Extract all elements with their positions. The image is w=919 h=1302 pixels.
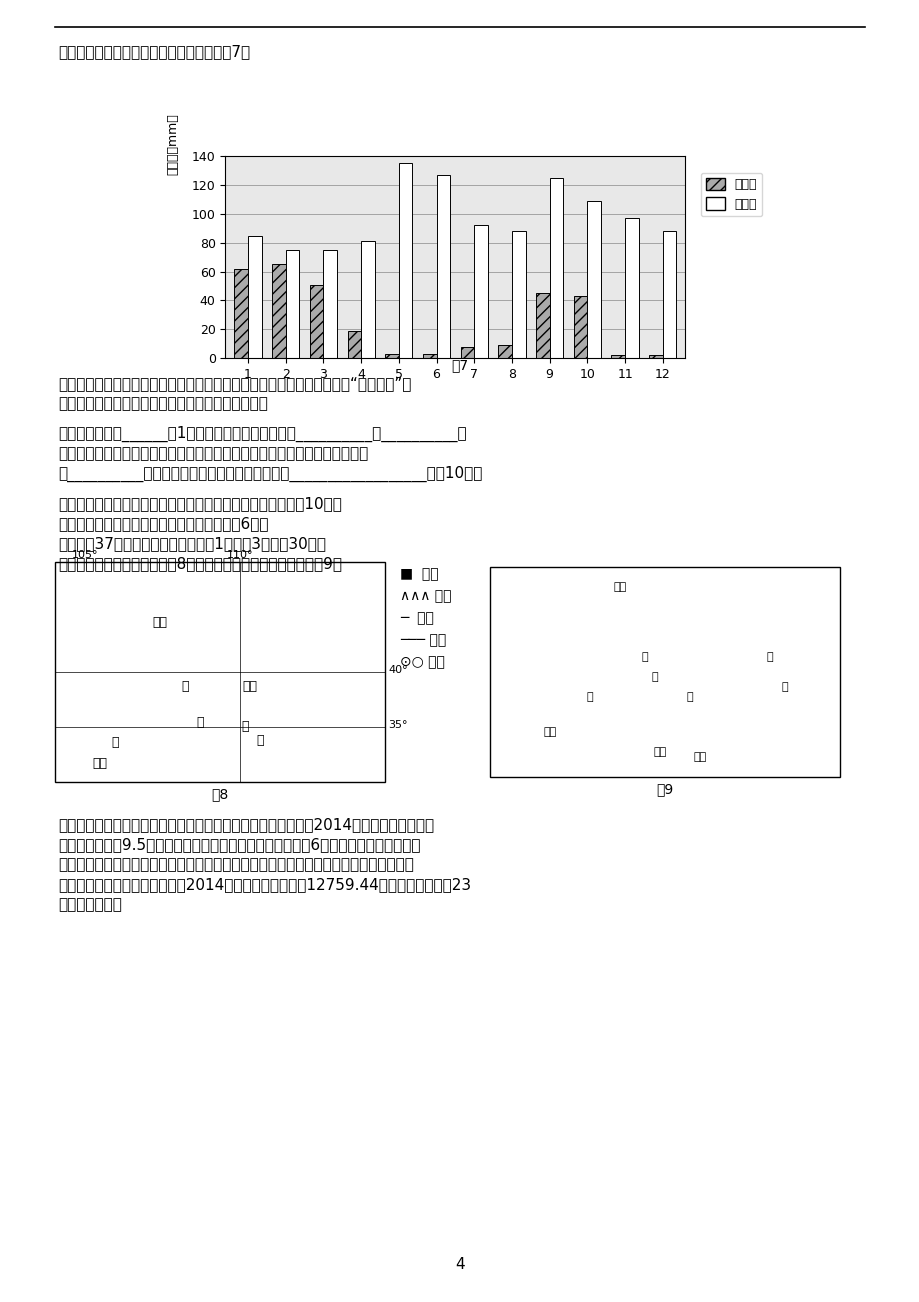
- Text: 太原: 太原: [243, 681, 257, 694]
- Bar: [399, 164, 412, 358]
- Text: 渭: 渭: [111, 736, 119, 749]
- Y-axis label: 降水量（mm）: 降水量（mm）: [166, 113, 179, 174]
- Text: 材料一　　我国某区域图（图8）及渭河流域主要城市分布图（图9）: 材料一 我国某区域图（图8）及渭河流域主要城市分布图（图9）: [58, 556, 342, 572]
- Bar: [611, 355, 624, 358]
- Text: ∧∧∧ 山脉: ∧∧∧ 山脉: [400, 589, 451, 603]
- Bar: [347, 331, 361, 358]
- Text: 河: 河: [686, 691, 693, 702]
- Text: 河: 河: [196, 716, 203, 729]
- Bar: [649, 355, 662, 358]
- Text: （３）古巴发展甘蔗制糖业的有利区位条件（6分）: （３）古巴发展甘蔗制糖业的有利区位条件（6分）: [58, 516, 268, 531]
- Bar: [385, 354, 399, 358]
- Text: 材料二　　洛杉矶和休斯顿降水分布图（图7）: 材料二 洛杉矶和休斯顿降水分布图（图7）: [58, 44, 250, 59]
- Text: 材料二　　山西矿产资源丰富，煤炭储量和产量都在全国前列，2014年山西省煤炭产量目: 材料二 山西矿产资源丰富，煤炭储量和产量都在全国前列，2014年山西省煤炭产量目: [58, 816, 434, 832]
- Text: （２）与休斯顿相比，洛杉矶降水的主要特点，并分析原因（10分）: （２）与休斯顿相比，洛杉矶降水的主要特点，并分析原因（10分）: [58, 496, 342, 510]
- Bar: [272, 264, 286, 358]
- Text: ⊙○ 城市: ⊙○ 城市: [400, 655, 445, 669]
- Bar: [586, 201, 600, 358]
- Text: 泾: 泾: [641, 652, 648, 661]
- Bar: [55, 562, 384, 783]
- Bar: [423, 354, 437, 358]
- Text: 汾: 汾: [241, 720, 248, 733]
- Bar: [323, 250, 336, 358]
- Text: 图8: 图8: [211, 786, 229, 801]
- Bar: [573, 296, 586, 358]
- Text: 110°: 110°: [226, 549, 253, 560]
- Text: 河: 河: [256, 733, 264, 746]
- Text: 包头: 包头: [153, 616, 167, 629]
- Text: （１）该月份为______（1月或７月），判断的依据有__________，__________。: （１）该月份为______（1月或７月），判断的依据有__________，__…: [58, 426, 466, 443]
- Text: 河: 河: [781, 682, 788, 691]
- Bar: [234, 268, 248, 358]
- Bar: [511, 232, 525, 358]
- Text: 甘蔗的种植面积占全国可耕地的５５％。: 甘蔗的种植面积占全国可耕地的５５％。: [58, 396, 267, 411]
- Text: 图中Ａ处等温线出现小范围闭合，虚线框内等温线向南弯曲。Ａ处的气温范围: 图中Ａ处等温线出现小范围闭合，虚线框内等温线向南弯曲。Ａ处的气温范围: [58, 447, 368, 461]
- Bar: [549, 178, 562, 358]
- Bar: [473, 225, 487, 358]
- Text: 图9: 图9: [655, 783, 673, 796]
- Text: 产业链等改革进程。2014年山西地区生产总值12759.44亿元，在全国排名23: 产业链等改革进程。2014年山西地区生产总值12759.44亿元，在全国排名23: [58, 878, 471, 892]
- Text: 渭南: 渭南: [652, 747, 666, 756]
- Text: 105°: 105°: [72, 549, 98, 560]
- Text: 西安: 西安: [93, 756, 108, 769]
- Bar: [310, 285, 323, 358]
- Text: 河: 河: [651, 672, 658, 682]
- Text: 铜川: 铜川: [613, 582, 626, 592]
- Text: 名。: 名。: [58, 897, 121, 911]
- Text: 图7: 图7: [451, 358, 468, 372]
- Bar: [536, 293, 549, 358]
- Text: 标为9.5亿吨，约占全国四分之一；其中出省销量6亿吨。此外，山西省还将: 标为9.5亿吨，约占全国四分之一；其中出省销量6亿吨。此外，山西省还将: [58, 837, 420, 852]
- Text: 渭: 渭: [586, 691, 593, 702]
- Text: 推进煤电一体化产业链、煤焦一体化产业链、煤气一体化产业链、煤液一体化: 推进煤电一体化产业链、煤焦一体化产业链、煤气一体化产业链、煤液一体化: [58, 857, 414, 872]
- Text: 40°: 40°: [388, 665, 407, 674]
- Bar: [662, 232, 675, 358]
- Text: （原创）37．阅读下列材料，回答（1）～（3）题（30分）: （原创）37．阅读下列材料，回答（1）～（3）题（30分）: [58, 536, 325, 551]
- Bar: [437, 174, 449, 358]
- Bar: [248, 236, 261, 358]
- Text: 黄: 黄: [766, 652, 773, 661]
- Text: ─── 铁路: ─── 铁路: [400, 633, 446, 647]
- Bar: [490, 566, 839, 777]
- Bar: [624, 219, 638, 358]
- Bar: [460, 346, 473, 358]
- Legend: 洛杉矶, 休斯顿: 洛杉矶, 休斯顿: [700, 173, 761, 216]
- Bar: [361, 241, 374, 358]
- Text: 黄: 黄: [181, 681, 188, 694]
- Text: 宝鸡: 宝鸡: [543, 727, 556, 737]
- Bar: [498, 345, 511, 358]
- Text: 4: 4: [455, 1256, 464, 1272]
- Text: 35°: 35°: [388, 720, 407, 730]
- Bar: [286, 250, 299, 358]
- Text: 材料三　　古巴是世界主要产糖国之一，人均产糖量居世界首位，被誉为“世界糖罐”。: 材料三 古巴是世界主要产糖国之一，人均产糖量居世界首位，被誉为“世界糖罐”。: [58, 376, 411, 391]
- Text: 为__________；影响两地等温线分布的共同因素是__________________。（10分）: 为__________；影响两地等温线分布的共同因素是_____________…: [58, 466, 482, 482]
- Text: 西安: 西安: [693, 753, 706, 762]
- Text: ■  煤炭: ■ 煤炭: [400, 566, 438, 581]
- Text: ─  河流: ─ 河流: [400, 611, 434, 625]
